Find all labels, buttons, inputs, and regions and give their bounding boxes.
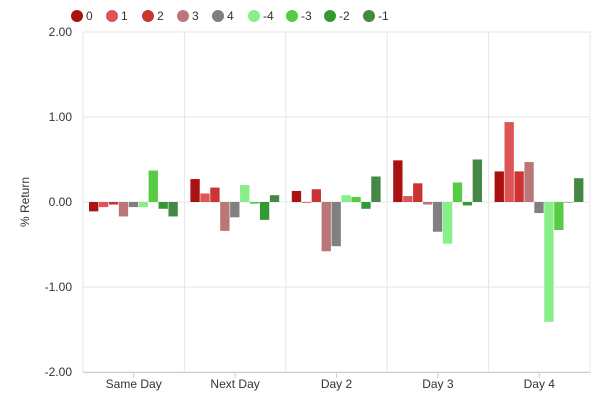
x-tick-label: Day 2 [321,377,353,391]
bar-series--3-day-3 [452,182,463,202]
legend-marker [106,10,118,22]
bar-series-4-next-day [230,202,240,218]
bar-series--3-same-day [148,170,158,202]
y-tick-label: -2.00 [45,365,73,379]
x-tick-label: Day 4 [524,377,556,391]
y-tick-label: 2.00 [49,25,73,39]
bar-series-0-same-day [89,202,99,212]
legend-marker [286,10,298,22]
bar-series-3-day-3 [423,202,433,205]
bar-series--2-day-3 [462,202,473,206]
bar-series--4-next-day [240,185,250,202]
legend-label: 1 [121,9,128,23]
y-tick-label: -1.00 [45,280,73,294]
bar-series-0-day-2 [291,190,302,202]
x-tick-label: Day 3 [422,377,454,391]
legend-marker [212,10,224,22]
chart-bars [89,122,584,322]
legend-marker [363,10,375,22]
bar-series--1-next-day [269,195,280,202]
y-tick-label: 1.00 [49,110,73,124]
bar-series--3-day-4 [554,202,564,231]
legend-label: -3 [301,9,312,23]
legend-marker [248,10,260,22]
legend-label: 3 [192,9,199,23]
bar-series--4-day-4 [544,202,554,322]
bar-series-1-same-day [98,202,109,208]
bar-series-3-same-day [118,202,129,217]
bar-series-4-day-4 [534,202,544,214]
bar-series--4-day-3 [442,202,453,244]
bar-series--2-day-4 [564,202,574,203]
bar-series-3-next-day [220,202,230,231]
bar-series--2-next-day [259,202,270,220]
bar-series-1-day-3 [403,196,413,202]
bar-series--3-day-2 [351,196,361,202]
legend-label: 2 [157,9,164,23]
legend-marker [177,10,189,22]
bar-series-1-next-day [200,193,210,202]
bar-series--2-same-day [158,202,168,209]
bar-series-4-same-day [128,202,139,208]
bar-series-2-day-4 [514,171,524,202]
bar-series-1-day-4 [504,122,514,202]
legend-marker [71,10,83,22]
bar-series-3-day-4 [524,162,534,202]
legend-label: 0 [86,9,93,23]
x-axis-ticks: Same Day Next Day Day 2 Day 3 Day 4 [106,372,556,391]
y-tick-label: 0.00 [49,195,73,209]
y-axis-ticks: 2.00 1.00 0.00 -1.00 -2.00 [45,25,73,379]
x-tick-label: Next Day [210,377,259,391]
bar-series-0-day-4 [494,171,504,202]
y-axis-title: % Return [18,177,32,227]
legend-label: 4 [227,9,234,23]
bar-series-2-day-3 [413,183,423,202]
bar-series-4-day-3 [432,202,443,232]
bar-series-1-day-2 [301,202,312,203]
bar-series--4-same-day [138,202,148,208]
bar-series-2-day-2 [311,189,321,202]
bar-series--2-day-2 [361,202,371,209]
bar-series--1-day-2 [371,176,381,202]
x-tick-label: Same Day [106,377,162,391]
bar-series-3-day-2 [321,202,331,252]
bar-series--4-day-2 [341,195,351,202]
legend-label: -4 [263,9,274,23]
bar-series--1-day-3 [472,159,482,202]
legend-label: -1 [378,9,389,23]
bar-series-2-next-day [210,187,220,202]
legend-marker [142,10,154,22]
legend-marker [324,10,336,22]
legend-label: -2 [339,9,350,23]
bar-series--1-day-4 [574,178,584,202]
bar-series-0-day-3 [393,160,403,202]
bar-series-0-next-day [190,179,200,202]
bar-series--1-same-day [168,202,178,217]
bar-series--3-next-day [250,202,260,204]
bar-series-4-day-2 [331,202,341,247]
bar-series-2-same-day [108,202,119,205]
chart-legend: 0 1 2 3 4 -4 -3 -2 -1 [71,9,389,23]
